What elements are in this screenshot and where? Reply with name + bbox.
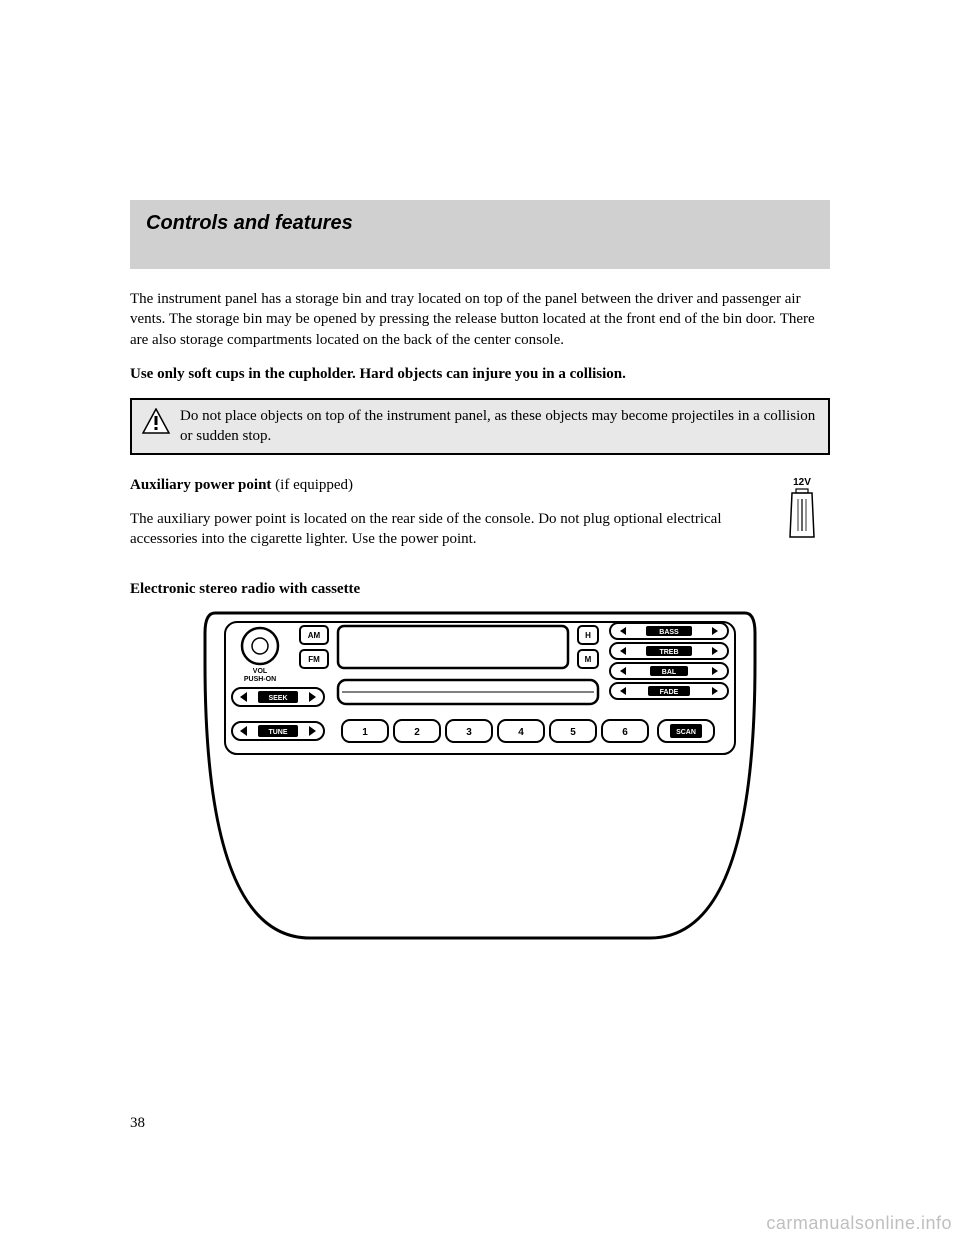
svg-text:4: 4: [518, 727, 524, 738]
warning-triangle-icon: [142, 408, 170, 439]
svg-text:TREB: TREB: [659, 649, 678, 656]
power-point-heading-rest: (if equipped): [271, 477, 353, 493]
paragraph-cupholder-warning: Use only soft cups in the cupholder. Har…: [130, 364, 830, 384]
svg-text:BASS: BASS: [659, 629, 679, 636]
svg-text:FADE: FADE: [660, 689, 679, 696]
svg-text:BAL: BAL: [662, 669, 677, 676]
fade-button: FADE: [610, 683, 728, 699]
bass-button: BASS: [610, 623, 728, 639]
warning-text: Do not place objects on top of the instr…: [180, 406, 818, 447]
svg-text:1: 1: [362, 727, 368, 738]
tune-button: TUNE: [232, 722, 324, 740]
am-button-label: AM: [308, 631, 321, 640]
svg-text:6: 6: [622, 727, 628, 738]
svg-text:SEEK: SEEK: [268, 695, 287, 702]
svg-text:3: 3: [466, 727, 472, 738]
seek-button: SEEK: [232, 688, 324, 706]
h-button-label: H: [585, 631, 591, 640]
radio-diagram: VOL PUSH-ON AM FM H M BASS TREB: [200, 608, 760, 948]
watermark: carmanualsonline.info: [766, 1213, 952, 1234]
treb-button: TREB: [610, 643, 728, 659]
radio-heading: Electronic stereo radio with cassette: [130, 581, 830, 598]
svg-text:2: 2: [414, 727, 420, 738]
power-point-body: The auxiliary power point is located on …: [130, 509, 754, 550]
pushon-label: PUSH-ON: [244, 676, 276, 683]
power-icon-label: 12V: [793, 477, 811, 488]
bal-button: BAL: [610, 663, 728, 679]
warning-box: Do not place objects on top of the instr…: [130, 398, 830, 455]
svg-text:5: 5: [570, 727, 576, 738]
section-header: Controls and features: [130, 200, 830, 269]
vol-label: VOL: [253, 668, 268, 675]
svg-text:TUNE: TUNE: [268, 729, 287, 736]
paragraph-storage: The instrument panel has a storage bin a…: [130, 289, 830, 350]
power-point-heading-bold: Auxiliary power point: [130, 477, 271, 493]
scan-button-label: SCAN: [676, 729, 696, 736]
page-number: 38: [130, 1115, 145, 1132]
power-point-icon: 12V: [774, 475, 830, 550]
section-title: Controls and features: [146, 212, 814, 235]
fm-button-label: FM: [308, 655, 320, 664]
power-point-heading: Auxiliary power point (if equipped): [130, 475, 754, 495]
power-point-section: Auxiliary power point (if equipped) The …: [130, 475, 830, 564]
m-button-label: M: [585, 655, 592, 664]
preset-buttons: 1 2 3 4 5 6: [342, 720, 648, 742]
